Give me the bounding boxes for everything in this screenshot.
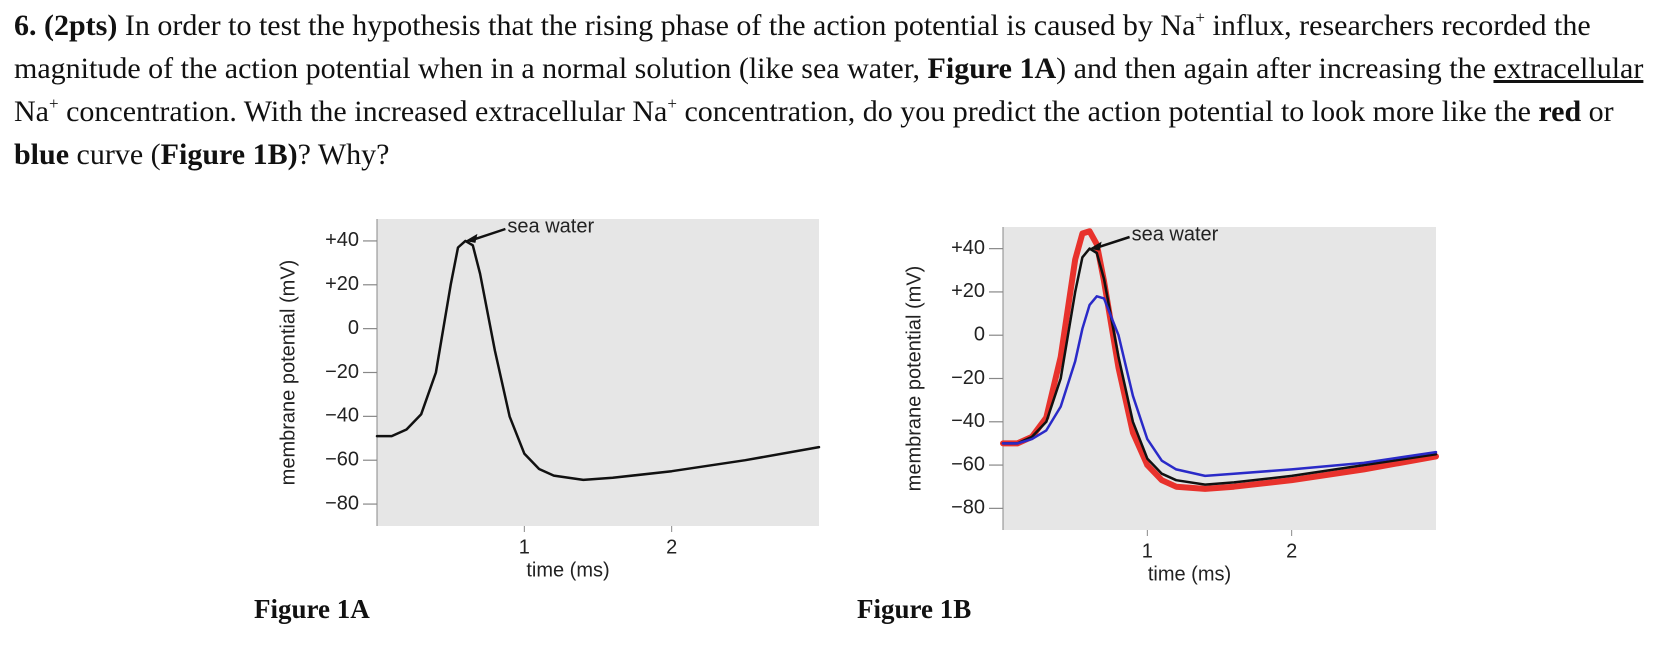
line-series bbox=[375, 239, 821, 482]
question-run: concentration. With the increased extrac… bbox=[58, 95, 668, 128]
question-run: extracellular bbox=[1493, 52, 1644, 85]
y-axis-label: membrane potential (mV) bbox=[277, 260, 299, 486]
question-text: 6. (2pts) In order to test the hypothesi… bbox=[14, 4, 1669, 176]
annotation: sea water bbox=[507, 215, 594, 237]
y-tick-label: −20 bbox=[325, 361, 359, 383]
plot-background bbox=[377, 219, 819, 526]
y-tick-label: +20 bbox=[951, 280, 985, 302]
y-tick-label: −40 bbox=[951, 410, 985, 432]
y-tick-label: +40 bbox=[951, 237, 985, 259]
question-run: + bbox=[667, 94, 677, 113]
question-run: blue bbox=[14, 138, 70, 171]
y-tick-label: −20 bbox=[951, 367, 985, 389]
x-tick-label: 2 bbox=[1286, 540, 1297, 562]
x-axis-label: time (ms) bbox=[1148, 563, 1231, 585]
question-run: + bbox=[48, 94, 59, 113]
question-run: curve ( bbox=[69, 138, 161, 171]
annotation: sea water bbox=[1132, 223, 1219, 245]
line-series bbox=[1001, 295, 1438, 478]
annotation-arrowhead bbox=[465, 233, 478, 243]
y-tick-label: −60 bbox=[325, 448, 359, 470]
x-tick-label: 1 bbox=[1142, 540, 1153, 562]
y-axis-label: membrane potential (mV) bbox=[903, 266, 925, 492]
x-axis-label: time (ms) bbox=[526, 559, 609, 581]
question-run: influx, researchers recorded the magnitu… bbox=[14, 9, 1591, 85]
question-run: red bbox=[1538, 95, 1582, 128]
x-tick-label: 1 bbox=[519, 536, 530, 558]
question-run: + bbox=[1195, 8, 1206, 27]
question-run: concentration, do you predict the action… bbox=[676, 95, 1539, 128]
y-tick-label: +40 bbox=[325, 229, 359, 251]
question-run: Figure 1B) bbox=[160, 138, 298, 171]
y-tick-label: 0 bbox=[348, 317, 359, 339]
x-tick-label: 2 bbox=[666, 536, 677, 558]
question-run: ? Why? bbox=[297, 138, 390, 171]
y-tick-label: −60 bbox=[951, 453, 985, 475]
question-run: In order to test the hypothesis that the… bbox=[117, 9, 1196, 42]
y-tick-label: −80 bbox=[325, 492, 359, 514]
question-run: ) and then again after increasing the bbox=[1056, 52, 1494, 85]
y-tick-label: −80 bbox=[951, 497, 985, 519]
question-run: Figure 1A bbox=[927, 52, 1057, 85]
figure-caption: Figure 1B bbox=[857, 594, 971, 624]
y-tick-label: −40 bbox=[325, 405, 359, 427]
y-tick-label: 0 bbox=[974, 323, 985, 345]
question-run: Na bbox=[14, 95, 49, 128]
question-run: 6. (2pts) bbox=[14, 9, 118, 42]
annotation-arrowhead bbox=[1089, 241, 1102, 251]
question-run: or bbox=[1581, 95, 1614, 128]
figure-caption: Figure 1A bbox=[254, 594, 370, 624]
y-tick-label: +20 bbox=[325, 273, 359, 295]
